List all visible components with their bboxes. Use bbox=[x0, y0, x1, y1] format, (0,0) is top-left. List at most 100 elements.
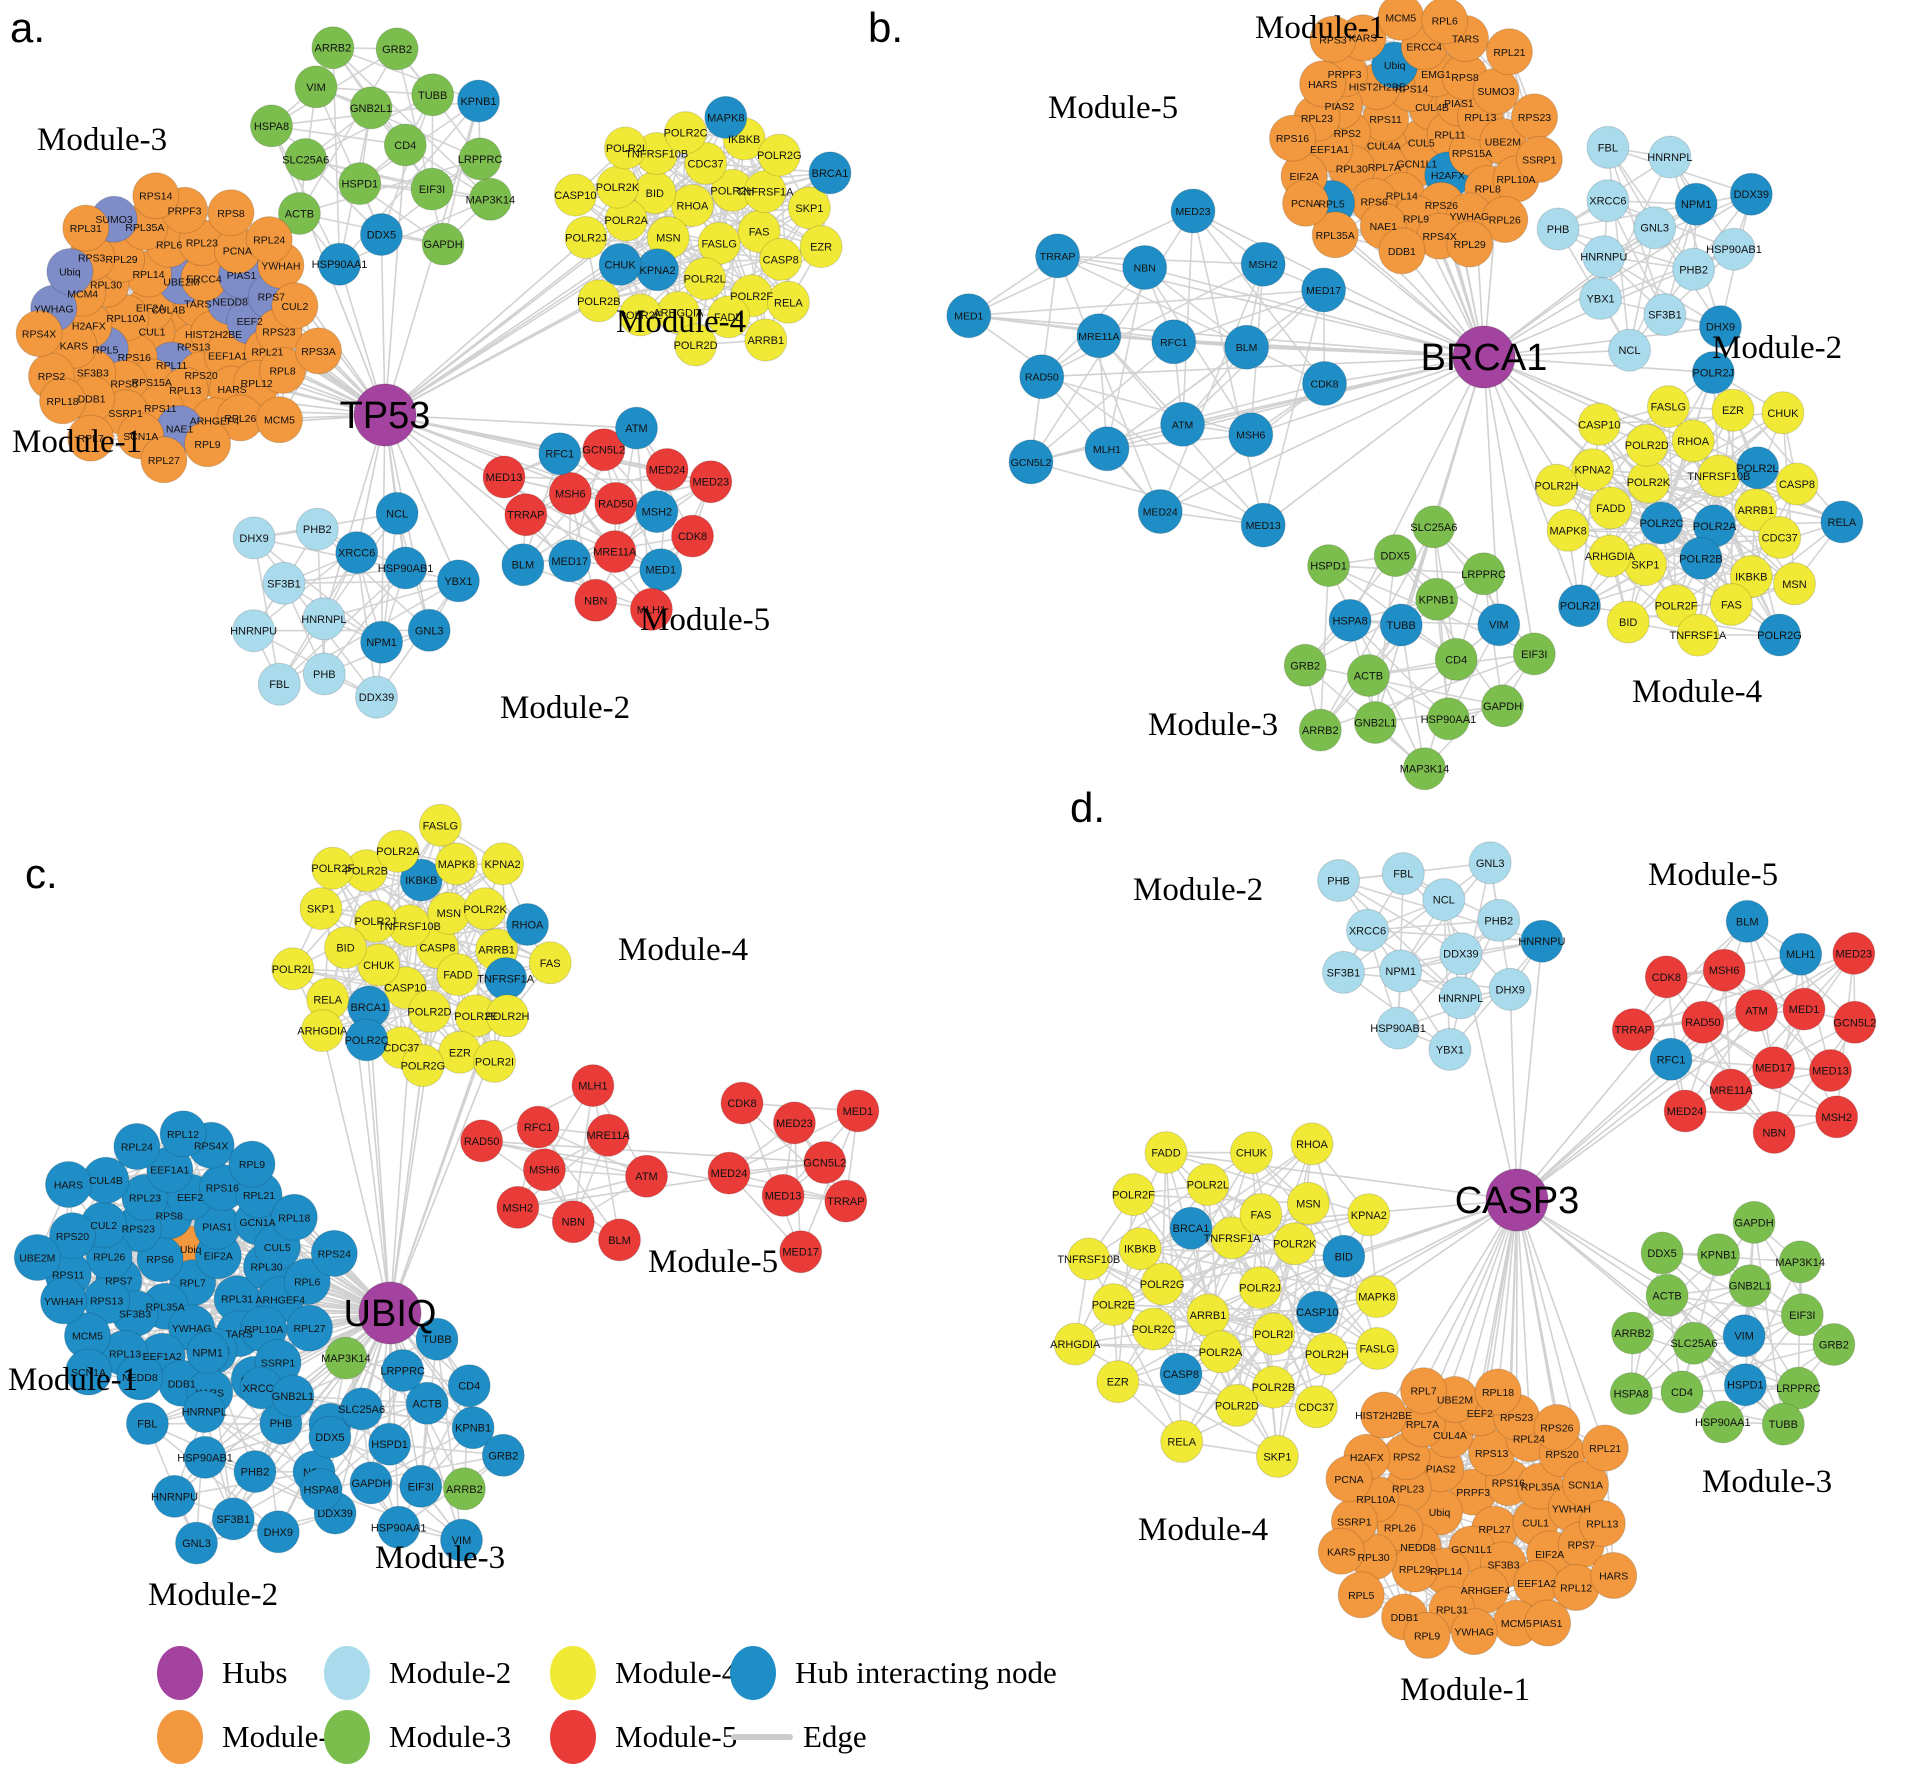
node-label-EIF2A: EIF2A bbox=[1290, 171, 1319, 183]
node-NCL bbox=[1608, 328, 1651, 372]
node-label-RPS8: RPS8 bbox=[156, 1211, 184, 1223]
node-RAD50 bbox=[460, 1119, 504, 1163]
node-label-UBE2M: UBE2M bbox=[19, 1253, 55, 1265]
node-RPL18 bbox=[39, 377, 87, 425]
node-label-POLR2A: POLR2A bbox=[376, 846, 420, 858]
node-label-POLR2C: POLR2C bbox=[1639, 518, 1683, 530]
node-label-MLH1: MLH1 bbox=[637, 604, 666, 616]
node-label-HIST2H2BE: HIST2H2BE bbox=[1349, 82, 1406, 94]
node-RPS20 bbox=[49, 1212, 96, 1260]
node-RPS3A bbox=[295, 327, 342, 375]
node-BRCA1 bbox=[808, 151, 852, 195]
node-HARS bbox=[1299, 60, 1347, 108]
node-label-CASP10: CASP10 bbox=[1578, 419, 1620, 431]
node-label-RPS16: RPS16 bbox=[206, 1183, 239, 1195]
node-label-RPL31: RPL31 bbox=[70, 223, 102, 235]
node-KPNB1 bbox=[1697, 1233, 1740, 1277]
node-label-RPL9: RPL9 bbox=[239, 1159, 265, 1171]
legend-swatch-yellow bbox=[550, 1646, 596, 1700]
node-NBN bbox=[551, 1200, 595, 1244]
node-CDK8 bbox=[1302, 361, 1347, 406]
node-HIST2H2BE bbox=[1360, 1391, 1408, 1439]
node-MAP3K14 bbox=[468, 177, 512, 221]
node-label-POLR2A: POLR2A bbox=[1693, 521, 1737, 533]
node-label-EEF1A1: EEF1A1 bbox=[1310, 144, 1349, 156]
node-RPL24 bbox=[245, 216, 293, 264]
node-label-GAPDH: GAPDH bbox=[1483, 701, 1522, 713]
node-label-EEF2: EEF2 bbox=[177, 1192, 203, 1204]
node-label-MAPK8: MAPK8 bbox=[1358, 1292, 1395, 1304]
node-MSH2 bbox=[635, 490, 679, 534]
node-ARHGDIA bbox=[1588, 534, 1632, 578]
node-RPL35A bbox=[1311, 211, 1359, 259]
node-label-EIF3I: EIF3I bbox=[419, 184, 445, 196]
panel-letter-d: d. bbox=[1070, 784, 1105, 831]
node-label-GCN5L2: GCN5L2 bbox=[582, 445, 625, 457]
node-label-Ubiq: Ubiq bbox=[180, 1244, 202, 1256]
node-NBN bbox=[1752, 1110, 1796, 1154]
node-SLC25A6 bbox=[284, 138, 328, 181]
node-label-GCN1A: GCN1A bbox=[240, 1217, 276, 1229]
node-RPS14 bbox=[132, 172, 180, 220]
node-label-MSH6: MSH6 bbox=[1709, 965, 1740, 977]
node-label-DDX39: DDX39 bbox=[1443, 949, 1478, 961]
node-CASP10 bbox=[553, 173, 597, 217]
node-label-RFC1: RFC1 bbox=[1657, 1054, 1686, 1066]
node-label-POLR2G: POLR2G bbox=[401, 1061, 446, 1073]
node-MED17 bbox=[1752, 1046, 1796, 1090]
node-label-MED23: MED23 bbox=[692, 477, 729, 489]
node-PHB bbox=[1317, 859, 1361, 902]
node-PHB2 bbox=[1672, 247, 1716, 291]
node-CDK8 bbox=[1644, 955, 1688, 999]
node-GAPDH bbox=[421, 222, 465, 266]
node-label-RPL31: RPL31 bbox=[1436, 1605, 1468, 1617]
node-label-FADD: FADD bbox=[1151, 1148, 1180, 1160]
node-CD4 bbox=[1434, 637, 1478, 681]
legend-swatch-orange bbox=[157, 1710, 203, 1764]
node-label-RPS7: RPS7 bbox=[105, 1276, 133, 1288]
node-label-MED1: MED1 bbox=[1789, 1004, 1820, 1016]
node-label-MAPK8: MAPK8 bbox=[1549, 525, 1586, 537]
node-label-KPNB1: KPNB1 bbox=[455, 1423, 491, 1435]
node-POLR2C bbox=[1640, 501, 1683, 545]
node-MAP3K14 bbox=[1778, 1240, 1822, 1284]
node-DDX39 bbox=[355, 675, 398, 719]
node-label-RPS8: RPS8 bbox=[1451, 72, 1479, 84]
node-MSH6 bbox=[548, 471, 592, 515]
node-label-HNRNPL: HNRNPL bbox=[301, 614, 346, 626]
node-label-ARRB1: ARRB1 bbox=[478, 945, 515, 957]
node-GRB2 bbox=[1283, 643, 1327, 687]
node-label-RPS8: RPS8 bbox=[217, 208, 245, 220]
node-label-SSRP1: SSRP1 bbox=[1522, 154, 1557, 166]
node-GNL3 bbox=[1468, 841, 1512, 885]
node-label-NPM1: NPM1 bbox=[1681, 199, 1712, 211]
node-label-MSN: MSN bbox=[656, 233, 681, 245]
node-label-ATM: ATM bbox=[635, 1171, 657, 1183]
node-label-TARS: TARS bbox=[1452, 34, 1479, 46]
legend-label: Hub interacting node bbox=[795, 1655, 1057, 1690]
node-RPL18 bbox=[1474, 1368, 1522, 1416]
node-label-HSPA8: HSPA8 bbox=[254, 121, 289, 133]
node-label-MED1: MED1 bbox=[646, 565, 677, 577]
node-RPL6 bbox=[1421, 0, 1469, 45]
node-label-SF3B3: SF3B3 bbox=[77, 368, 109, 380]
node-EIF3I bbox=[1512, 632, 1556, 676]
node-label-RPS20: RPS20 bbox=[56, 1231, 89, 1243]
node-GNB2L1 bbox=[271, 1374, 315, 1418]
node-VIM bbox=[440, 1518, 483, 1562]
node-label-RPL13: RPL13 bbox=[1464, 112, 1496, 124]
node-label-RPL26: RPL26 bbox=[1489, 215, 1521, 227]
node-label-KPNA2: KPNA2 bbox=[640, 265, 676, 277]
node-label-POLR2I: POLR2I bbox=[475, 1056, 514, 1068]
legend-swatch-hub bbox=[157, 1646, 203, 1700]
node-label-GNB2L1: GNB2L1 bbox=[1354, 718, 1396, 730]
node-ARRB2 bbox=[311, 26, 355, 70]
node-label-ATM: ATM bbox=[625, 423, 647, 435]
node-POLR2G bbox=[1140, 1262, 1184, 1306]
node-NPM1 bbox=[186, 1330, 230, 1374]
node-PHB2 bbox=[233, 1450, 277, 1494]
node-NPM1 bbox=[1379, 949, 1423, 993]
node-label-RPL10A: RPL10A bbox=[106, 313, 145, 325]
node-MED13 bbox=[1240, 502, 1286, 548]
node-label-CUL5: CUL5 bbox=[264, 1242, 291, 1254]
